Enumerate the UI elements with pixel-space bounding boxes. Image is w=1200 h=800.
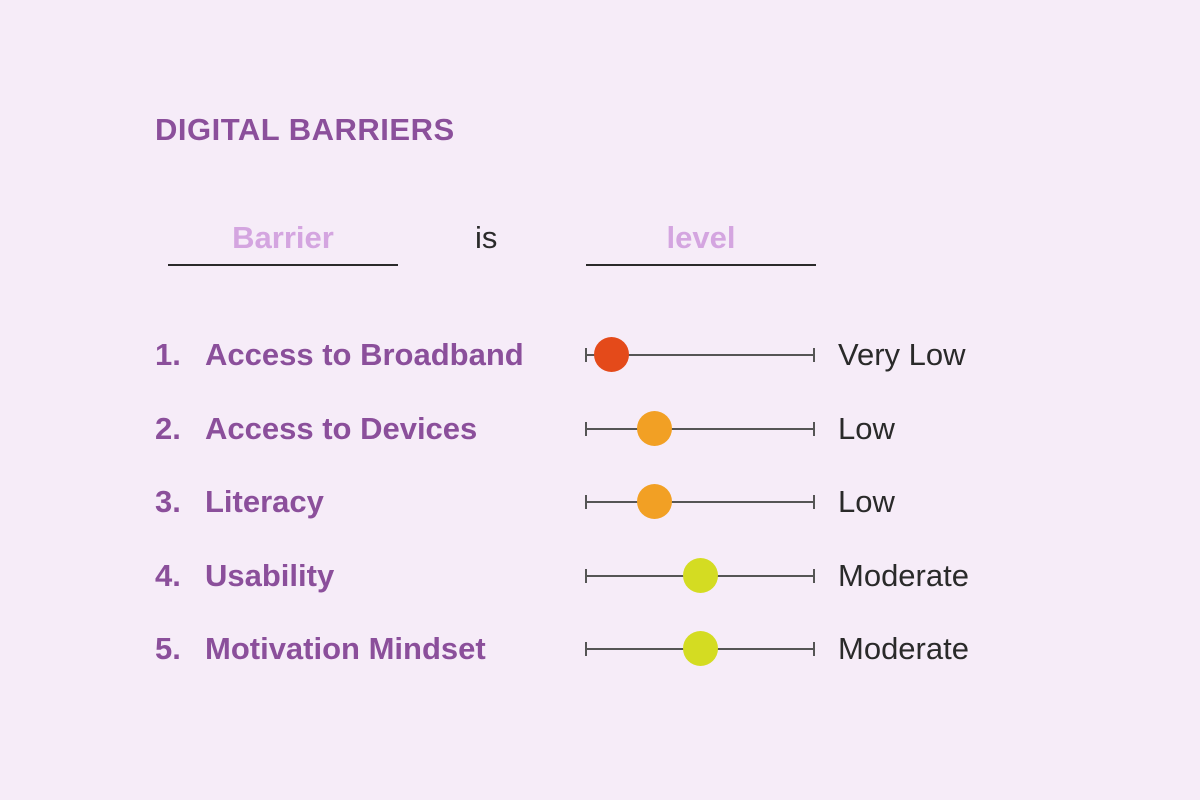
track-start-cap [585,495,587,509]
level-slider-track [585,631,815,666]
level-label: Low [838,411,895,446]
track-end-cap [813,348,815,362]
level-indicator [683,558,718,593]
barrier-number: 1. [155,337,181,372]
barrier-number: 5. [155,631,181,666]
barrier-row: 1. Access to Broadband Very Low [0,330,1200,380]
level-indicator [637,411,673,446]
level-slider-track [585,411,815,446]
level-label: Moderate [838,631,969,666]
level-label: Moderate [838,558,969,593]
barrier-row: 2. Access to Devices Low [0,404,1200,454]
barrier-label: Access to Devices [205,411,478,446]
track-start-cap [585,569,587,583]
level-indicator [594,337,630,372]
barrier-row: 3. Literacy Low [0,477,1200,527]
barrier-number: 4. [155,558,181,593]
level-slider-track [585,337,815,372]
barrier-label: Literacy [205,484,324,519]
track-start-cap [585,348,587,362]
barrier-label: Motivation Mindset [205,631,486,666]
level-label: Low [838,484,895,519]
track-end-cap [813,569,815,583]
barrier-number: 2. [155,411,181,446]
barrier-label: Usability [205,558,335,593]
level-blank: level [586,218,816,266]
barrier-label: Access to Broadband [205,337,524,372]
track-start-cap [585,642,587,656]
level-indicator [683,631,718,666]
level-label: Very Low [838,337,966,372]
track-start-cap [585,422,587,436]
level-slider-track [585,484,815,519]
barrier-row: 5. Motivation Mindset Moderate [0,624,1200,674]
track-end-cap [813,642,815,656]
connector-word: is [475,220,498,255]
track-end-cap [813,422,815,436]
barrier-blank: Barrier [168,218,398,266]
track-end-cap [813,495,815,509]
page-title: DIGITAL BARRIERS [155,112,455,147]
barrier-row: 4. Usability Moderate [0,551,1200,601]
level-slider-track [585,558,815,593]
barrier-number: 3. [155,484,181,519]
level-indicator [637,484,673,519]
